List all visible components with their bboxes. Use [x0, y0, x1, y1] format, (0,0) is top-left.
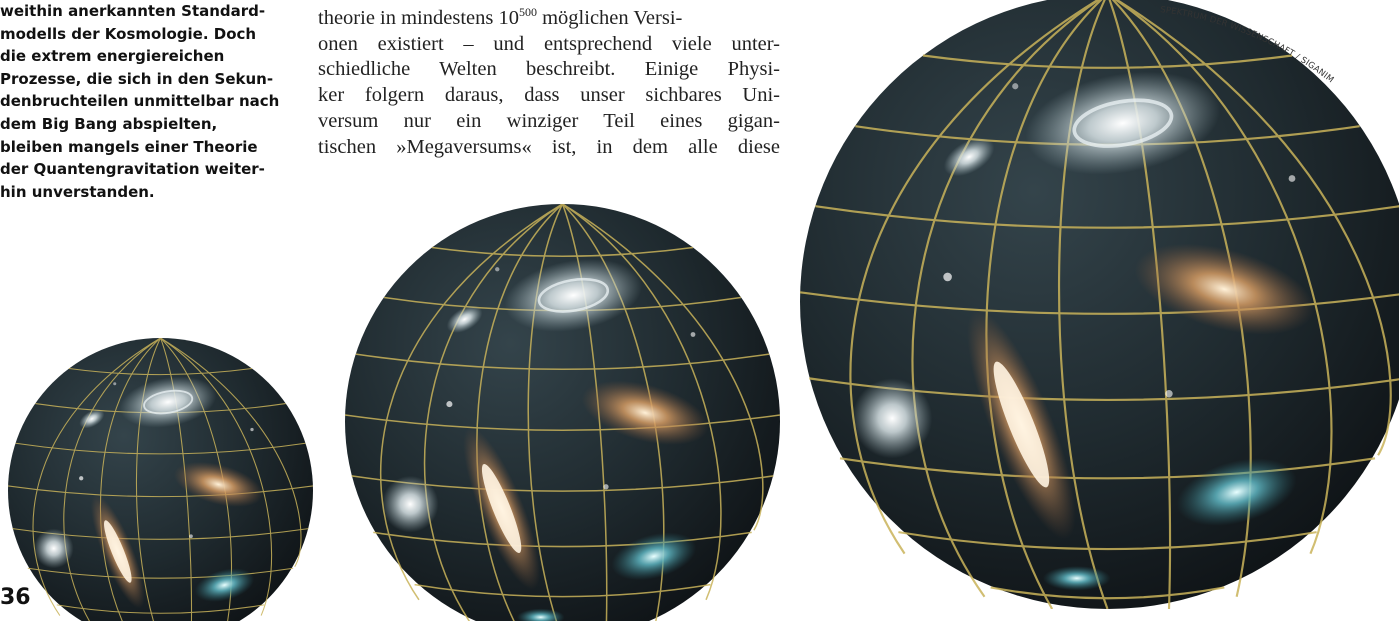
globe-large-icon [800, 0, 1399, 609]
globe-small-icon [8, 338, 313, 621]
sidebar-line: Prozesse, die sich in den Sekun- [0, 69, 274, 88]
body-line: tischen »Megaversums« ist, in dem alle d… [318, 135, 780, 158]
sidebar-line: denbruchteilen unmittelbar nach [0, 92, 280, 111]
sidebar-line: dem Big Bang abspielten, [0, 114, 218, 133]
body-line1-end: möglichen Versi- [536, 6, 683, 29]
exponent: 500 [518, 5, 537, 19]
sidebar-line: hin unverstanden. [0, 182, 155, 201]
body-line1-start: theorie in mindestens 10 [318, 6, 519, 29]
body-line: schiedliche Welten beschreibt. Einige Ph… [318, 58, 780, 81]
sidebar-line: der Quantengravitation weiter- [0, 160, 265, 179]
body-line: onen existiert – und entsprechend viele … [318, 32, 780, 55]
sidebar-summary: weithin anerkannten Standard- modells de… [0, 0, 300, 203]
body-line: theorie in mindestens 10500 möglichen Ve… [318, 0, 780, 32]
page-number: 36 [0, 585, 31, 610]
globe-medium-icon [345, 204, 780, 621]
body-line: ker folgern daraus, dass unser sichbares… [318, 84, 780, 107]
sidebar-line: bleiben mangels einer Theorie [0, 137, 258, 156]
sidebar-line: modells der Kosmologie. Doch [0, 24, 257, 43]
body-line: versum nur ein winziger Teil eines gigan… [318, 110, 780, 133]
article-body: theorie in mindestens 10500 möglichen Ve… [318, 0, 780, 161]
sidebar-line: weithin anerkannten Standard- [0, 2, 266, 20]
sidebar-line: die extrem energiereichen [0, 47, 225, 66]
